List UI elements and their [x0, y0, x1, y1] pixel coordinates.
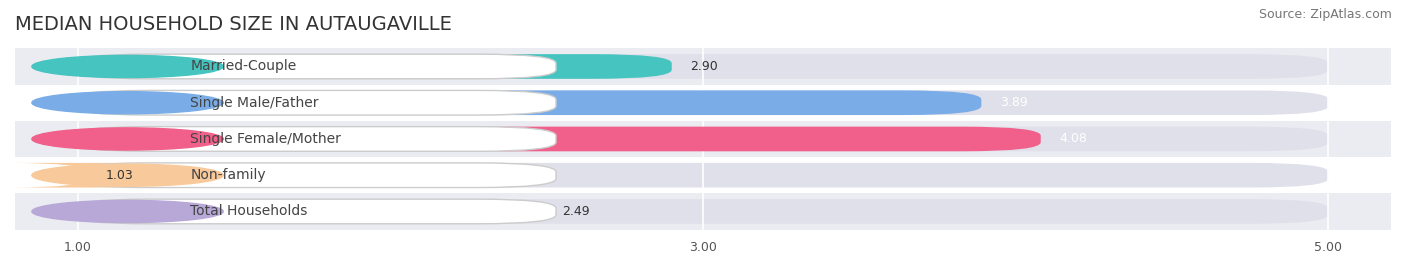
FancyBboxPatch shape [15, 85, 1391, 121]
FancyBboxPatch shape [8, 163, 156, 187]
FancyBboxPatch shape [15, 48, 1391, 85]
FancyBboxPatch shape [72, 199, 555, 224]
Text: Total Households: Total Households [190, 204, 308, 218]
FancyBboxPatch shape [72, 90, 555, 115]
FancyBboxPatch shape [72, 127, 555, 151]
Text: Non-family: Non-family [190, 168, 266, 182]
Circle shape [32, 55, 224, 77]
FancyBboxPatch shape [15, 121, 1391, 157]
FancyBboxPatch shape [77, 90, 981, 115]
Circle shape [32, 200, 224, 222]
FancyBboxPatch shape [77, 199, 1329, 224]
Text: 2.90: 2.90 [690, 60, 718, 73]
FancyBboxPatch shape [77, 127, 1329, 151]
FancyBboxPatch shape [77, 54, 1329, 79]
Circle shape [32, 92, 224, 114]
Text: Single Male/Father: Single Male/Father [190, 96, 319, 110]
Text: Source: ZipAtlas.com: Source: ZipAtlas.com [1258, 8, 1392, 21]
FancyBboxPatch shape [15, 193, 1391, 229]
Text: 2.49: 2.49 [562, 205, 591, 218]
Text: Married-Couple: Married-Couple [190, 59, 297, 73]
FancyBboxPatch shape [77, 127, 1040, 151]
Text: MEDIAN HOUSEHOLD SIZE IN AUTAUGAVILLE: MEDIAN HOUSEHOLD SIZE IN AUTAUGAVILLE [15, 15, 451, 34]
FancyBboxPatch shape [77, 90, 1329, 115]
FancyBboxPatch shape [77, 163, 1329, 187]
Text: 4.08: 4.08 [1060, 132, 1087, 146]
Circle shape [32, 128, 224, 150]
Text: 1.03: 1.03 [105, 169, 134, 182]
Circle shape [32, 164, 224, 186]
FancyBboxPatch shape [77, 199, 544, 224]
FancyBboxPatch shape [72, 163, 555, 187]
Text: Single Female/Mother: Single Female/Mother [190, 132, 342, 146]
FancyBboxPatch shape [72, 54, 555, 79]
FancyBboxPatch shape [77, 54, 672, 79]
FancyBboxPatch shape [15, 157, 1391, 193]
Text: 3.89: 3.89 [1000, 96, 1028, 109]
